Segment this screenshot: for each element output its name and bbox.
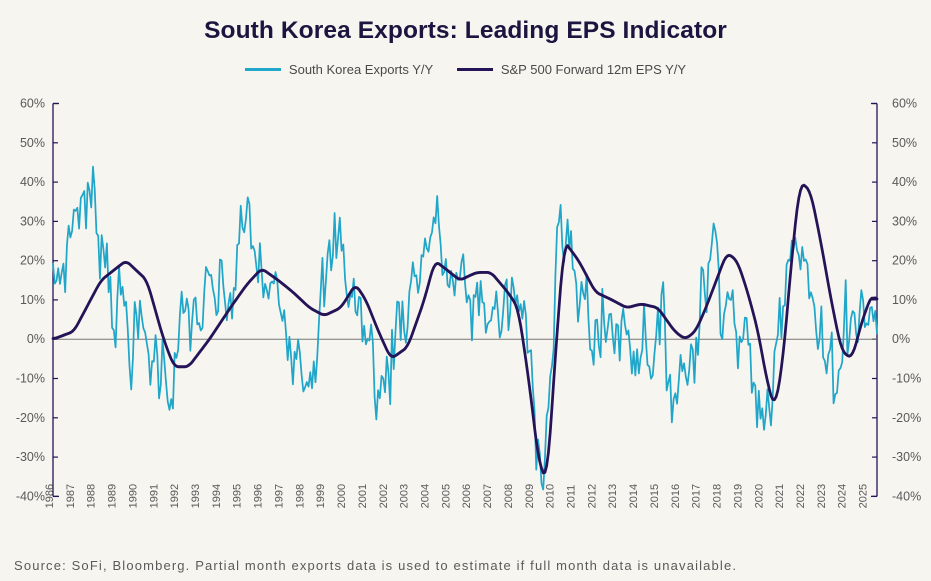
svg-text:2004: 2004 (420, 484, 432, 508)
svg-text:1994: 1994 (211, 484, 223, 508)
svg-text:40%: 40% (892, 175, 917, 189)
svg-text:2009: 2009 (524, 484, 536, 508)
svg-text:2018: 2018 (712, 484, 724, 508)
svg-text:1991: 1991 (148, 484, 160, 508)
svg-text:2001: 2001 (357, 484, 369, 508)
svg-text:2019: 2019 (732, 484, 744, 508)
svg-text:1987: 1987 (65, 484, 77, 508)
svg-text:2014: 2014 (628, 484, 640, 508)
svg-text:30%: 30% (20, 214, 45, 228)
svg-text:1999: 1999 (315, 484, 327, 508)
svg-text:1986: 1986 (44, 484, 56, 508)
svg-text:1989: 1989 (107, 484, 119, 508)
svg-text:30%: 30% (892, 214, 917, 228)
svg-text:1998: 1998 (294, 484, 306, 508)
svg-text:0%: 0% (892, 332, 910, 346)
svg-text:40%: 40% (20, 175, 45, 189)
svg-text:1992: 1992 (169, 484, 181, 508)
svg-text:2020: 2020 (753, 484, 765, 508)
svg-text:1996: 1996 (253, 484, 265, 508)
svg-text:2016: 2016 (670, 484, 682, 508)
svg-text:-30%: -30% (16, 450, 45, 464)
svg-text:60%: 60% (892, 97, 917, 111)
svg-text:-40%: -40% (16, 489, 45, 503)
svg-text:2002: 2002 (378, 484, 390, 508)
svg-text:10%: 10% (892, 293, 917, 307)
svg-text:10%: 10% (20, 293, 45, 307)
svg-text:-10%: -10% (892, 372, 921, 386)
svg-text:2005: 2005 (440, 484, 452, 508)
svg-text:20%: 20% (892, 254, 917, 268)
svg-text:-20%: -20% (892, 411, 921, 425)
svg-text:2024: 2024 (837, 484, 849, 508)
svg-text:2010: 2010 (545, 484, 557, 508)
svg-text:2008: 2008 (503, 484, 515, 508)
svg-text:50%: 50% (892, 136, 917, 150)
svg-text:2000: 2000 (336, 484, 348, 508)
svg-text:2013: 2013 (607, 484, 619, 508)
svg-text:2012: 2012 (586, 484, 598, 508)
svg-text:2025: 2025 (858, 484, 870, 508)
svg-text:20%: 20% (20, 254, 45, 268)
svg-text:1990: 1990 (127, 484, 139, 508)
svg-text:1993: 1993 (190, 484, 202, 508)
svg-text:2017: 2017 (691, 484, 703, 508)
svg-text:50%: 50% (20, 136, 45, 150)
svg-text:-40%: -40% (892, 489, 921, 503)
svg-text:1995: 1995 (232, 484, 244, 508)
svg-text:2015: 2015 (649, 484, 661, 508)
svg-text:2007: 2007 (482, 484, 494, 508)
svg-text:2022: 2022 (795, 484, 807, 508)
svg-text:0%: 0% (27, 332, 45, 346)
svg-text:1988: 1988 (86, 484, 98, 508)
svg-text:1997: 1997 (274, 484, 286, 508)
svg-text:-30%: -30% (892, 450, 921, 464)
svg-text:2021: 2021 (774, 484, 786, 508)
svg-text:2003: 2003 (399, 484, 411, 508)
svg-text:2011: 2011 (566, 485, 578, 509)
svg-text:2006: 2006 (461, 484, 473, 508)
svg-text:60%: 60% (20, 97, 45, 111)
svg-text:-10%: -10% (16, 372, 45, 386)
svg-text:-20%: -20% (16, 411, 45, 425)
svg-text:2023: 2023 (816, 484, 828, 508)
